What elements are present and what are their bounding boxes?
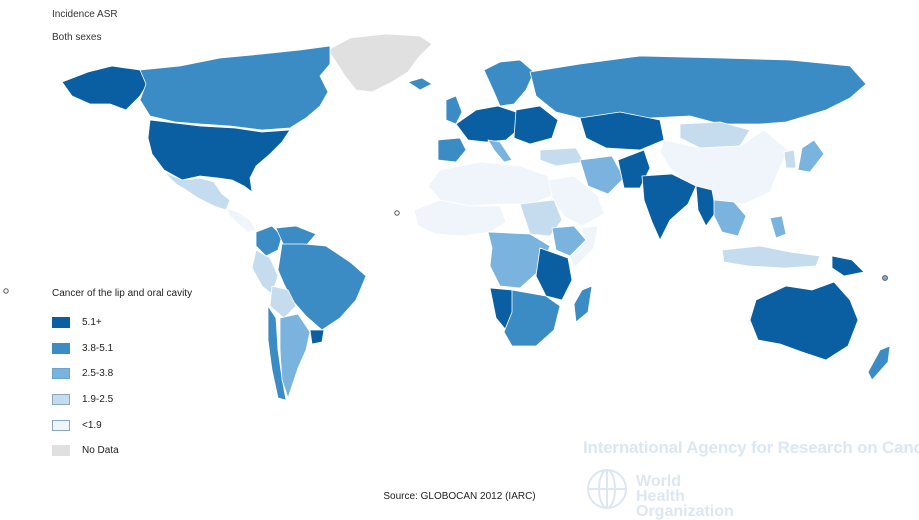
region-southeast-asia[interactable] <box>713 199 747 237</box>
who-line-1: World Health <box>636 473 685 505</box>
region-japan[interactable] <box>797 139 825 173</box>
source-caption: Source: GLOBOCAN 2012 (IARC) <box>383 491 536 502</box>
legend-label: 3.8-5.1 <box>82 342 114 354</box>
region-southern-africa[interactable] <box>503 289 561 347</box>
region-australia[interactable] <box>749 281 859 361</box>
region-greenland[interactable] <box>327 33 433 93</box>
legend-item: 5.1+ <box>52 310 272 336</box>
region-alaska[interactable] <box>61 65 151 111</box>
region-scandinavia[interactable] <box>483 59 535 107</box>
region-turkey[interactable] <box>539 147 585 167</box>
region-brazil[interactable] <box>277 243 367 331</box>
region-somalia[interactable] <box>569 225 599 269</box>
legend-item: 1.9-2.5 <box>52 387 272 413</box>
region-philippines[interactable] <box>769 215 787 239</box>
region-italy[interactable] <box>487 139 513 163</box>
legend-swatch <box>52 445 70 457</box>
region-indonesia[interactable] <box>721 245 821 269</box>
legend-title: Cancer of the lip and oral cavity <box>52 288 193 299</box>
legend-swatch <box>52 342 70 354</box>
region-uruguay[interactable] <box>309 329 325 345</box>
legend-label: 1.9-2.5 <box>82 394 114 406</box>
region-new-zealand[interactable] <box>867 345 891 381</box>
region-myanmar[interactable] <box>695 185 717 227</box>
region-colombia[interactable] <box>255 225 283 257</box>
region-bolivia[interactable] <box>269 285 297 319</box>
region-canada[interactable] <box>139 45 331 131</box>
legend-item: 2.5-3.8 <box>52 361 272 387</box>
who-watermark: World Health Organization <box>584 466 734 520</box>
region-mexico[interactable] <box>163 171 231 211</box>
island-marker-icon <box>882 275 888 281</box>
who-emblem-icon <box>587 469 627 509</box>
legend-swatch <box>52 368 70 380</box>
island-marker-icon <box>394 210 400 216</box>
region-argentina[interactable] <box>279 313 311 399</box>
island-marker-icon <box>3 288 9 294</box>
legend-item: <1.9 <box>52 412 272 438</box>
legend-label: <1.9 <box>82 419 102 431</box>
map-legend: Cancer of the lip and oral cavity 5.1+ 3.… <box>52 288 272 464</box>
region-iceland[interactable] <box>407 77 433 91</box>
region-united-states[interactable] <box>147 119 291 193</box>
iarc-watermark: International Agency for Research on Can… <box>583 438 919 457</box>
region-west-africa[interactable] <box>413 199 507 237</box>
region-mongolia[interactable] <box>679 121 751 149</box>
region-kazakhstan[interactable] <box>579 111 665 151</box>
region-india[interactable] <box>641 173 697 241</box>
region-papua-new-guinea[interactable] <box>831 255 865 277</box>
legend-item: No Data <box>52 438 272 464</box>
legend-label: 2.5-3.8 <box>82 368 114 380</box>
who-line-2: Organization <box>636 503 734 520</box>
region-united-kingdom[interactable] <box>445 95 463 125</box>
region-russia[interactable] <box>529 55 867 125</box>
region-eastern-europe[interactable] <box>513 105 559 145</box>
legend-item: 3.8-5.1 <box>52 336 272 362</box>
region-north-africa[interactable] <box>427 161 553 207</box>
legend-label: No Data <box>82 445 119 457</box>
legend-items: 5.1+ 3.8-5.1 2.5-3.8 1.9-2.5 <1.9 No Data <box>52 310 272 464</box>
region-iran[interactable] <box>579 155 625 195</box>
region-venezuela[interactable] <box>275 225 317 249</box>
region-korea[interactable] <box>783 149 797 169</box>
region-madagascar[interactable] <box>573 285 593 323</box>
map-measure-title: Incidence ASR <box>52 9 118 20</box>
region-east-africa[interactable] <box>535 247 573 301</box>
map-sex-subtitle: Both sexes <box>52 32 102 43</box>
legend-swatch <box>52 419 70 431</box>
legend-swatch <box>52 394 70 406</box>
legend-label: 5.1+ <box>82 317 102 329</box>
region-central-africa[interactable] <box>487 231 551 289</box>
region-central-america[interactable] <box>225 207 257 233</box>
region-iberia[interactable] <box>437 137 467 163</box>
region-western-europe[interactable] <box>455 105 521 143</box>
legend-swatch <box>52 317 70 329</box>
